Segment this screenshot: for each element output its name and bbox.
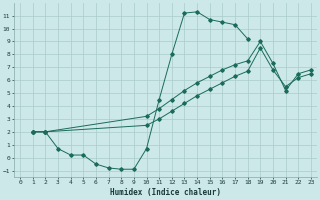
X-axis label: Humidex (Indice chaleur): Humidex (Indice chaleur) [110,188,221,197]
